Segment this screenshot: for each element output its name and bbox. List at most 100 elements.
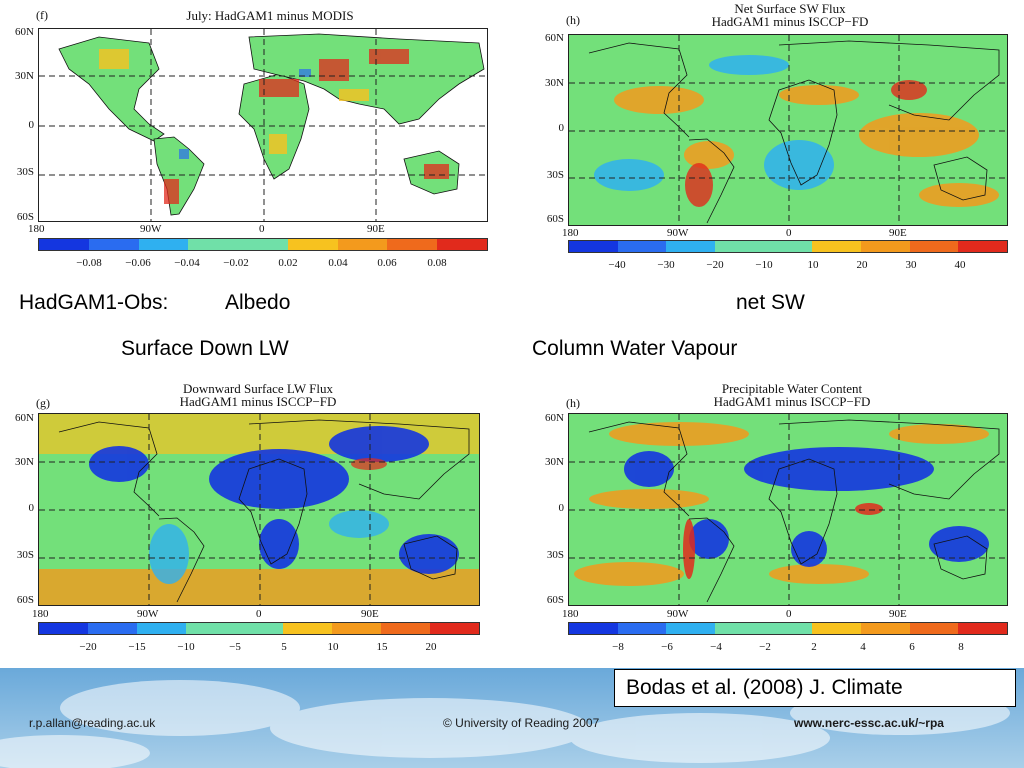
- map-surface-down-lw: [38, 413, 480, 606]
- colorbar-swatch: [715, 623, 764, 634]
- colorbar-tick: −4: [710, 641, 722, 653]
- caption-column-water-vapour: Column Water Vapour: [532, 337, 738, 360]
- colorbar-swatch: [87, 623, 137, 634]
- colorbar-tick: 0.04: [328, 257, 348, 269]
- colorbar-swatch: [88, 239, 139, 250]
- colorbar-swatch: [812, 623, 862, 634]
- colorbar-swatch: [715, 241, 764, 252]
- colorbar-swatch: [763, 623, 813, 634]
- lat-tick: 30N: [545, 77, 564, 89]
- caption-albedo: Albedo: [225, 291, 291, 314]
- lat-tick: 30N: [15, 456, 34, 468]
- colorbar-swatch: [136, 623, 186, 634]
- colorbar-tick: 5: [281, 641, 287, 653]
- colorbar-tick: 8: [958, 641, 964, 653]
- map-title: July: HadGAM1 minus MODIS: [186, 8, 354, 23]
- lon-tick: 90E: [361, 608, 379, 620]
- colorbar: [38, 238, 488, 251]
- lat-tick: 0: [28, 119, 35, 131]
- map-title: Downward Surface LW Flux HadGAM1 minus I…: [179, 381, 337, 409]
- lat-tick: 60N: [545, 32, 564, 44]
- lat-tick: 60S: [16, 211, 34, 223]
- lon-tick: 90W: [140, 223, 162, 235]
- panel-label: (f): [36, 8, 48, 22]
- colorbar-tick: −30: [657, 259, 675, 271]
- colorbar-tick: −10: [755, 259, 773, 271]
- colorbar-tick: −5: [229, 641, 241, 653]
- colorbar-tick: −20: [79, 641, 97, 653]
- colorbar-tick: 6: [909, 641, 915, 653]
- colorbar-tick: −0.08: [76, 257, 102, 269]
- panel-label: (h): [566, 13, 580, 27]
- colorbar-swatch: [430, 623, 480, 634]
- map-title: Net Surface SW Flux HadGAM1 minus ISCCP−…: [711, 1, 869, 29]
- colorbar-tick: 0.02: [278, 257, 298, 269]
- lat-tick: 60N: [545, 412, 564, 424]
- caption-net-sw: net SW: [736, 291, 805, 314]
- colorbar-tick: −2: [759, 641, 771, 653]
- colorbar: [568, 622, 1008, 635]
- colorbar-tick: −8: [612, 641, 624, 653]
- lon-tick: 0: [786, 227, 792, 239]
- lon-tick: 0: [786, 608, 792, 620]
- colorbar-swatch: [666, 241, 716, 252]
- lon-tick: 90W: [667, 608, 689, 620]
- lon-tick: 90W: [667, 227, 689, 239]
- colorbar-swatch: [39, 239, 89, 250]
- colorbar: [38, 622, 480, 635]
- colorbar-tick: −0.06: [125, 257, 151, 269]
- colorbar-swatch: [958, 241, 1008, 252]
- lat-tick: 30N: [545, 456, 564, 468]
- caption-obs-prefix: HadGAM1-Obs:: [19, 291, 169, 314]
- lat-tick: 30S: [546, 549, 564, 561]
- colorbar-tick: 15: [376, 641, 388, 653]
- colorbar-tick: 30: [905, 259, 917, 271]
- colorbar-tick: 10: [327, 641, 339, 653]
- citation-box: Bodas et al. (2008) J. Climate: [614, 669, 1016, 707]
- caption-surface-down-lw: Surface Down LW: [121, 337, 289, 360]
- colorbar-swatch: [763, 241, 813, 252]
- colorbar-tick: 10: [807, 259, 819, 271]
- colorbar-swatch: [381, 623, 431, 634]
- lat-tick: 30S: [546, 169, 564, 181]
- lon-tick: 180: [28, 223, 45, 235]
- colorbar-swatch: [861, 241, 910, 252]
- map-albedo: [38, 28, 488, 222]
- colorbar-swatch: [185, 623, 235, 634]
- colorbar-swatch: [958, 623, 1008, 634]
- lon-tick: 90E: [889, 608, 907, 620]
- map-column-water-vapour: [568, 413, 1008, 606]
- map-title: Precipitable Water Content HadGAM1 minus…: [713, 381, 871, 409]
- lat-tick: 60N: [15, 26, 34, 38]
- colorbar-tick: −40: [608, 259, 626, 271]
- lat-tick: 60S: [546, 594, 564, 606]
- lat-tick: 30N: [15, 70, 34, 82]
- colorbar-tick: 0.08: [427, 257, 447, 269]
- lon-tick: 90W: [137, 608, 159, 620]
- colorbar-swatch: [569, 623, 618, 634]
- footer-email: r.p.allan@reading.ac.uk: [29, 716, 156, 730]
- footer-copyright: © University of Reading 2007: [443, 716, 600, 730]
- colorbar-tick: 0.06: [377, 257, 397, 269]
- colorbar: [568, 240, 1008, 253]
- lat-tick: 30S: [16, 549, 34, 561]
- colorbar-tick: −10: [177, 641, 195, 653]
- panel-label: (h): [566, 396, 580, 410]
- colorbar-swatch: [861, 623, 910, 634]
- colorbar-swatch: [812, 241, 862, 252]
- map-net-sw: [568, 34, 1008, 226]
- colorbar-tick: 20: [425, 641, 437, 653]
- colorbar-swatch: [909, 241, 959, 252]
- lon-tick: 180: [32, 608, 49, 620]
- colorbar-tick: −0.02: [223, 257, 249, 269]
- colorbar-swatch: [569, 241, 618, 252]
- colorbar-swatch: [238, 239, 288, 250]
- lon-tick: 0: [256, 608, 262, 620]
- colorbar-swatch: [283, 623, 333, 634]
- colorbar-swatch: [332, 623, 382, 634]
- colorbar-tick: 4: [860, 641, 866, 653]
- colorbar-tick: 40: [954, 259, 966, 271]
- colorbar-swatch: [337, 239, 388, 250]
- footer-website: www.nerc-essc.ac.uk/~rpa: [794, 716, 944, 730]
- colorbar-swatch: [287, 239, 338, 250]
